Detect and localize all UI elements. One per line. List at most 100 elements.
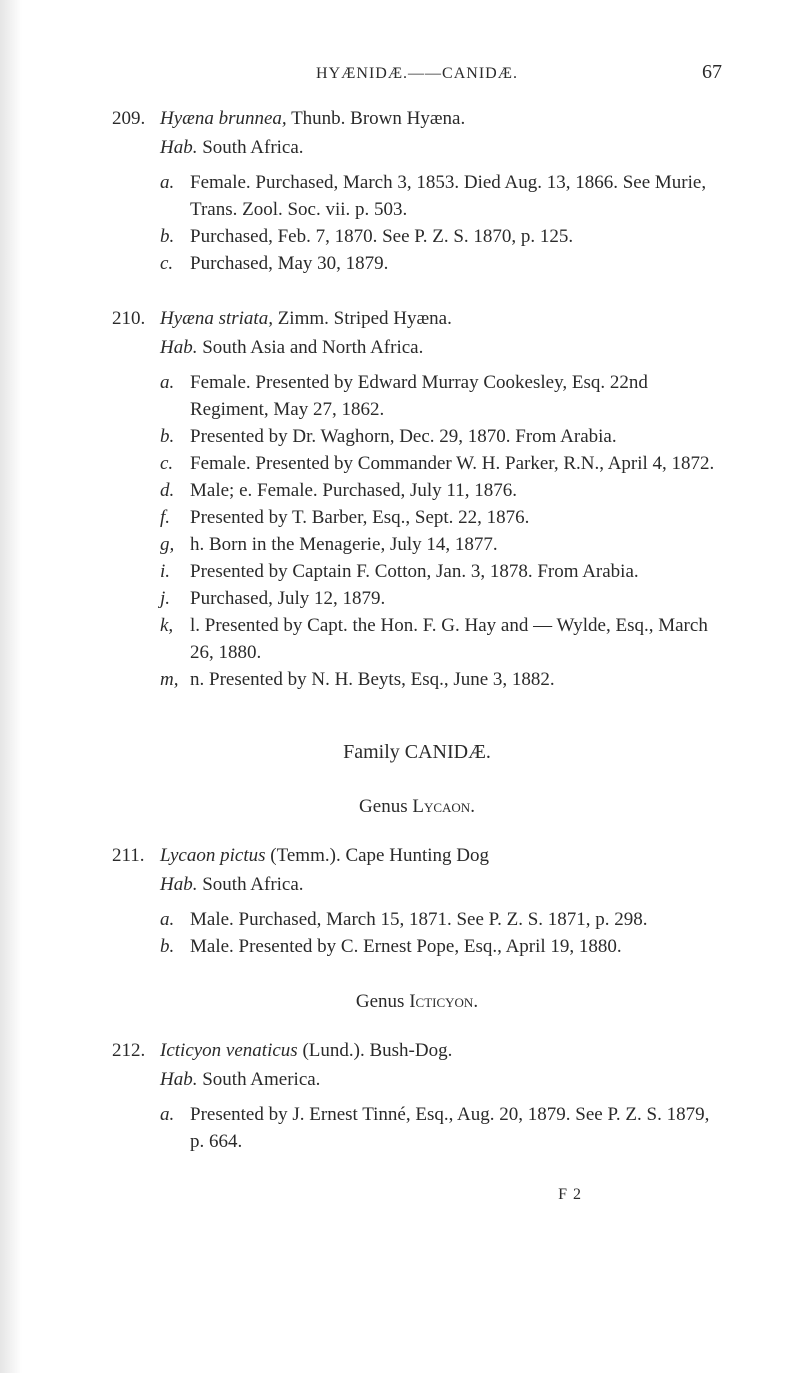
sub-item: b.Male. Presented by C. Ernest Pope, Esq… — [160, 934, 722, 961]
sub-label: c. — [160, 251, 190, 278]
sub-list: a.Male. Purchased, March 15, 1871. See P… — [112, 907, 722, 961]
sub-text: Male; e. Female. Purchased, July 11, 187… — [190, 478, 722, 505]
hab-text: South Africa. — [197, 137, 303, 158]
sub-label: g, — [160, 532, 190, 559]
sub-label: d. — [160, 478, 190, 505]
sub-label: b. — [160, 224, 190, 251]
sub-list: a.Presented by J. Ernest Tinné, Esq., Au… — [112, 1102, 722, 1156]
entry-title: Hyæna brunnea, Thunb. Brown Hyæna. — [160, 106, 722, 133]
signature-mark: F 2 — [112, 1184, 722, 1207]
entry-209: 209. Hyæna brunnea, Thunb. Brown Hyæna. … — [112, 106, 722, 278]
sub-item: k,l. Presented by Capt. the Hon. F. G. H… — [160, 613, 722, 667]
sub-label: b. — [160, 934, 190, 961]
sub-item: i.Presented by Captain F. Cotton, Jan. 3… — [160, 559, 722, 586]
sub-label: m, — [160, 667, 190, 694]
sub-label: a. — [160, 1102, 190, 1156]
entry-number: 211. — [112, 843, 160, 870]
entry-head: 210. Hyæna striata, Zimm. Striped Hyæna. — [112, 306, 722, 333]
hab-label: Hab. — [160, 337, 197, 358]
sub-text: Purchased, Feb. 7, 1870. See P. Z. S. 18… — [190, 224, 722, 251]
sub-item: a.Male. Purchased, March 15, 1871. See P… — [160, 907, 722, 934]
species-name: Lycaon pictus — [160, 845, 266, 866]
entry-title: Lycaon pictus (Temm.). Cape Hunting Dog — [160, 843, 722, 870]
hab-text: South America. — [197, 1069, 320, 1090]
sub-item: m,n. Presented by N. H. Beyts, Esq., Jun… — [160, 667, 722, 694]
sub-label: k, — [160, 613, 190, 667]
sub-label: c. — [160, 451, 190, 478]
genus-heading: Genus Lycaon. — [112, 794, 722, 821]
title-rest: Thunb. Brown Hyæna. — [287, 108, 466, 129]
sub-list: a.Female. Presented by Edward Murray Coo… — [112, 370, 722, 694]
page-number: 67 — [678, 58, 722, 86]
title-rest: Zimm. Striped Hyæna. — [273, 308, 452, 329]
title-rest: (Temm.). Cape Hunting Dog — [266, 845, 489, 866]
book-page: HYÆNIDÆ.——CANIDÆ. 67 209. Hyæna brunnea,… — [0, 0, 800, 1373]
entry-hab: Hab. South Asia and North Africa. — [160, 335, 722, 362]
sub-item: c.Female. Presented by Commander W. H. P… — [160, 451, 722, 478]
sub-item: g,h. Born in the Menagerie, July 14, 187… — [160, 532, 722, 559]
entry-head: 211. Lycaon pictus (Temm.). Cape Hunting… — [112, 843, 722, 870]
entry-number: 210. — [112, 306, 160, 333]
hab-text: South Asia and North Africa. — [197, 337, 423, 358]
sub-text: Presented by J. Ernest Tinné, Esq., Aug.… — [190, 1102, 722, 1156]
sub-label: f. — [160, 505, 190, 532]
entry-title: Icticyon venaticus (Lund.). Bush-Dog. — [160, 1038, 722, 1065]
species-name: Hyæna brunnea, — [160, 108, 287, 129]
family-heading: Family CANIDÆ. — [112, 738, 722, 766]
sub-text: Presented by T. Barber, Esq., Sept. 22, … — [190, 505, 722, 532]
sub-text: Presented by Captain F. Cotton, Jan. 3, … — [190, 559, 722, 586]
hab-label: Hab. — [160, 1069, 197, 1090]
sub-text: Male. Presented by C. Ernest Pope, Esq.,… — [190, 934, 722, 961]
entry-210: 210. Hyæna striata, Zimm. Striped Hyæna.… — [112, 306, 722, 694]
species-name: Hyæna striata, — [160, 308, 273, 329]
sub-list: a. Female. Purchased, March 3, 1853. Die… — [112, 170, 722, 278]
page-header: HYÆNIDÆ.——CANIDÆ. 67 — [112, 58, 722, 86]
sub-text: Purchased, July 12, 1879. — [190, 586, 722, 613]
sub-text: Presented by Dr. Waghorn, Dec. 29, 1870.… — [190, 424, 722, 451]
entry-head: 209. Hyæna brunnea, Thunb. Brown Hyæna. — [112, 106, 722, 133]
hab-label: Hab. — [160, 137, 197, 158]
sub-text: h. Born in the Menagerie, July 14, 1877. — [190, 532, 722, 559]
sub-item: j.Purchased, July 12, 1879. — [160, 586, 722, 613]
species-name: Icticyon venaticus — [160, 1040, 298, 1061]
entry-hab: Hab. South Africa. — [160, 872, 722, 899]
sub-item: a.Presented by J. Ernest Tinné, Esq., Au… — [160, 1102, 722, 1156]
hab-text: South Africa. — [197, 874, 303, 895]
sub-text: Female. Presented by Commander W. H. Par… — [190, 451, 722, 478]
sub-text: Female. Presented by Edward Murray Cooke… — [190, 370, 722, 424]
sub-text: Male. Purchased, March 15, 1871. See P. … — [190, 907, 722, 934]
genus-heading: Genus Icticyon. — [112, 989, 722, 1016]
sub-item: b. Purchased, Feb. 7, 1870. See P. Z. S.… — [160, 224, 722, 251]
genus-prefix: Genus — [356, 991, 409, 1012]
entry-hab: Hab. South America. — [160, 1067, 722, 1094]
sub-item: c. Purchased, May 30, 1879. — [160, 251, 722, 278]
sub-text: l. Presented by Capt. the Hon. F. G. Hay… — [190, 613, 722, 667]
entry-211: 211. Lycaon pictus (Temm.). Cape Hunting… — [112, 843, 722, 961]
sub-text: n. Presented by N. H. Beyts, Esq., June … — [190, 667, 722, 694]
hab-label: Hab. — [160, 874, 197, 895]
sub-label: a. — [160, 370, 190, 424]
entry-hab: Hab. South Africa. — [160, 135, 722, 162]
sub-label: a. — [160, 907, 190, 934]
title-rest: (Lund.). Bush-Dog. — [298, 1040, 453, 1061]
genus-prefix: Genus — [359, 796, 412, 817]
genus-name: Icticyon. — [409, 991, 478, 1012]
sub-label: a. — [160, 170, 190, 224]
running-head: HYÆNIDÆ.——CANIDÆ. — [156, 63, 678, 86]
sub-label: i. — [160, 559, 190, 586]
sub-text: Female. Purchased, March 3, 1853. Died A… — [190, 170, 722, 224]
sub-item: a.Female. Presented by Edward Murray Coo… — [160, 370, 722, 424]
family-prefix: Family — [343, 741, 405, 763]
sub-label: b. — [160, 424, 190, 451]
sub-item: f.Presented by T. Barber, Esq., Sept. 22… — [160, 505, 722, 532]
entry-number: 212. — [112, 1038, 160, 1065]
sub-item: d.Male; e. Female. Purchased, July 11, 1… — [160, 478, 722, 505]
sub-text: Purchased, May 30, 1879. — [190, 251, 722, 278]
sub-item: a. Female. Purchased, March 3, 1853. Die… — [160, 170, 722, 224]
entry-number: 209. — [112, 106, 160, 133]
entry-title: Hyæna striata, Zimm. Striped Hyæna. — [160, 306, 722, 333]
entry-212: 212. Icticyon venaticus (Lund.). Bush-Do… — [112, 1038, 722, 1156]
entry-head: 212. Icticyon venaticus (Lund.). Bush-Do… — [112, 1038, 722, 1065]
sub-label: j. — [160, 586, 190, 613]
family-name: CANIDÆ. — [405, 741, 491, 763]
